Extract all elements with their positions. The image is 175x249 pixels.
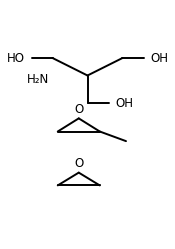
Text: HO: HO bbox=[6, 52, 24, 64]
Text: OH: OH bbox=[116, 97, 134, 110]
Text: O: O bbox=[74, 157, 83, 170]
Text: H₂N: H₂N bbox=[27, 73, 49, 86]
Text: OH: OH bbox=[150, 52, 169, 64]
Text: O: O bbox=[74, 103, 83, 116]
